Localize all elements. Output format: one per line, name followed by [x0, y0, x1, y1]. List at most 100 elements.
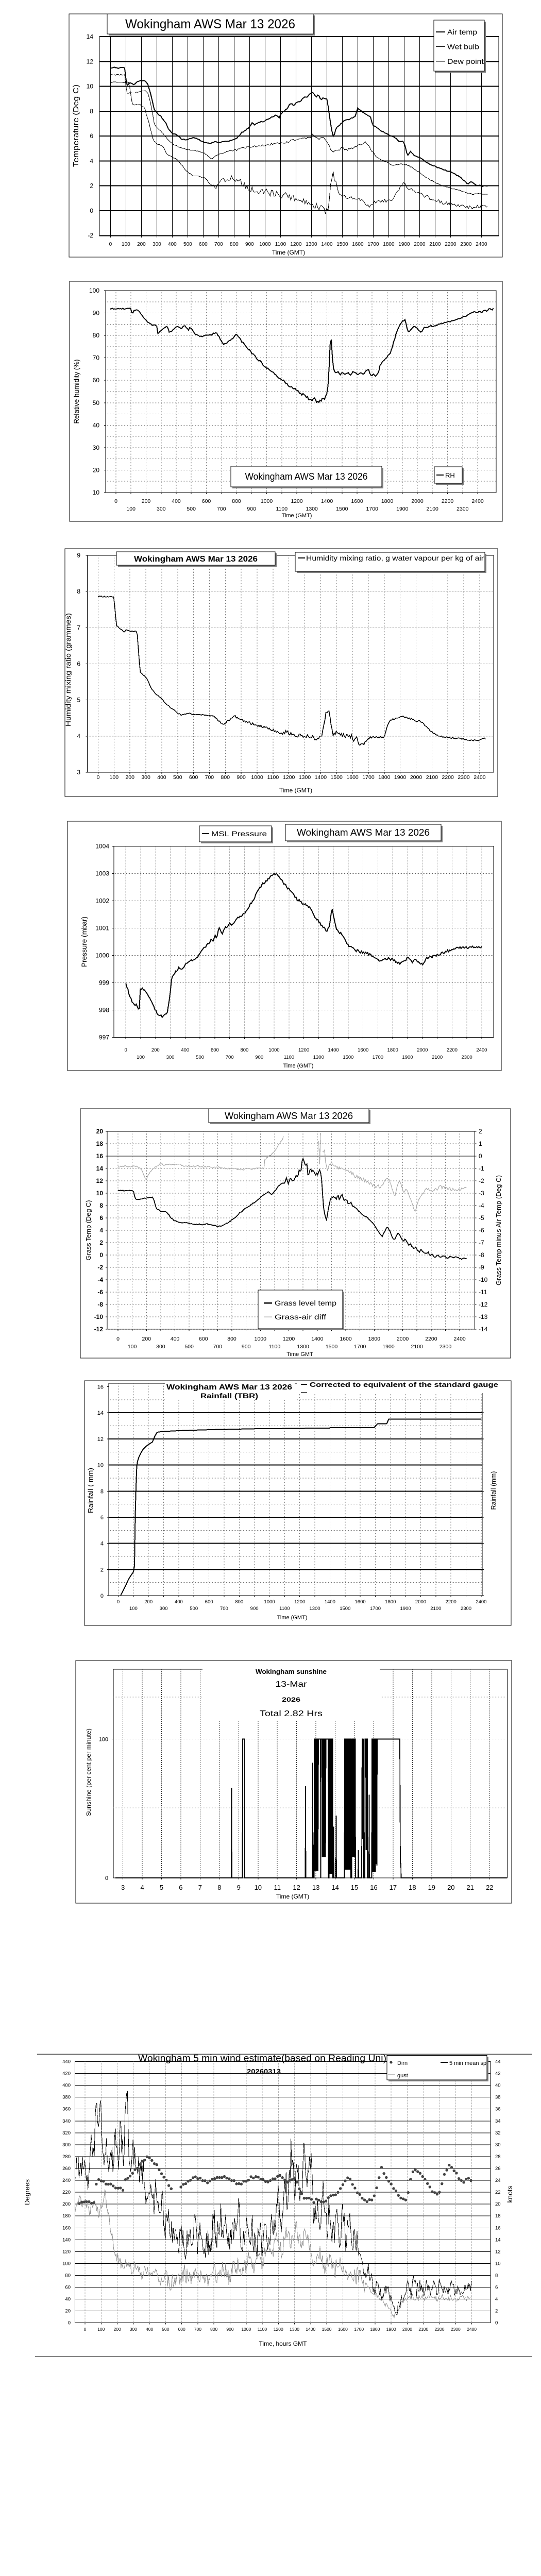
- svg-text:-10: -10: [94, 1313, 104, 1320]
- svg-text:800: 800: [240, 1047, 248, 1053]
- svg-text:600: 600: [178, 2327, 185, 2332]
- svg-text:Relative humidity (%): Relative humidity (%): [72, 360, 80, 424]
- svg-text:500: 500: [184, 1344, 194, 1350]
- svg-text:400: 400: [175, 1599, 183, 1605]
- svg-text:Dew point: Dew point: [447, 57, 484, 65]
- svg-text:1600: 1600: [351, 498, 363, 504]
- svg-text:1400: 1400: [328, 1047, 339, 1053]
- svg-text:300: 300: [160, 1606, 168, 1612]
- svg-text:10: 10: [255, 1884, 262, 1891]
- svg-text:220: 220: [62, 2190, 71, 2195]
- svg-text:20: 20: [96, 1128, 104, 1135]
- svg-text:Rainfall (TBR): Rainfall (TBR): [200, 1392, 258, 1400]
- svg-text:2100: 2100: [418, 2327, 428, 2332]
- svg-text:440: 440: [62, 2059, 71, 2065]
- svg-text:1001: 1001: [95, 925, 109, 932]
- svg-text:500: 500: [187, 506, 196, 512]
- svg-text:2400: 2400: [467, 2327, 477, 2332]
- svg-text:800: 800: [230, 242, 239, 247]
- svg-text:1300: 1300: [299, 774, 311, 781]
- svg-text:18: 18: [409, 1884, 416, 1891]
- svg-text:500: 500: [190, 1606, 198, 1612]
- svg-text:Time (GMT): Time (GMT): [272, 249, 305, 256]
- svg-text:2: 2: [100, 1567, 104, 1573]
- svg-text:Sunshine (per cent per minute): Sunshine (per cent per minute): [85, 1728, 92, 1816]
- svg-text:8: 8: [495, 2273, 498, 2279]
- svg-text:5: 5: [77, 697, 80, 704]
- svg-text:2100: 2100: [411, 1344, 424, 1350]
- svg-text:300: 300: [157, 506, 166, 512]
- svg-text:700: 700: [194, 2327, 201, 2332]
- svg-text:-1: -1: [479, 1165, 484, 1172]
- svg-text:0: 0: [117, 1599, 120, 1605]
- svg-text:1100: 1100: [276, 506, 288, 512]
- svg-text:998: 998: [99, 1006, 109, 1013]
- svg-text:900: 900: [236, 774, 246, 781]
- svg-text:380: 380: [62, 2095, 71, 2100]
- svg-text:9: 9: [237, 1884, 241, 1891]
- svg-text:500: 500: [162, 2327, 169, 2332]
- svg-text:80: 80: [65, 2273, 71, 2279]
- svg-text:1600: 1600: [346, 774, 359, 781]
- svg-text:3: 3: [77, 769, 80, 776]
- svg-text:1800: 1800: [383, 242, 395, 247]
- svg-text:12: 12: [96, 1177, 104, 1184]
- svg-text:MSL Pressure: MSL Pressure: [211, 829, 267, 838]
- svg-text:0: 0: [495, 2320, 498, 2326]
- svg-text:1500: 1500: [336, 242, 348, 247]
- svg-text:2: 2: [479, 1128, 482, 1135]
- svg-text:Dirn: Dirn: [397, 2060, 408, 2066]
- svg-text:997: 997: [99, 1033, 109, 1041]
- svg-text:8: 8: [99, 1202, 103, 1209]
- svg-text:-4: -4: [479, 1202, 484, 1209]
- svg-text:Wet bulb: Wet bulb: [447, 43, 479, 51]
- svg-text:600: 600: [211, 1047, 219, 1053]
- svg-text:2300: 2300: [457, 506, 469, 512]
- svg-text:knots: knots: [506, 2185, 514, 2203]
- svg-text:100: 100: [97, 2327, 105, 2332]
- svg-text:2: 2: [90, 182, 93, 190]
- svg-text:8: 8: [217, 1884, 221, 1891]
- svg-text:500: 500: [173, 774, 182, 781]
- svg-text:2000: 2000: [415, 1599, 426, 1605]
- svg-text:2000: 2000: [410, 774, 422, 781]
- svg-text:44: 44: [495, 2059, 501, 2065]
- svg-text:2400: 2400: [474, 774, 486, 781]
- svg-text:30: 30: [495, 2142, 501, 2148]
- svg-text:0: 0: [97, 774, 100, 781]
- svg-text:2200: 2200: [446, 1599, 457, 1605]
- svg-text:2300: 2300: [458, 774, 470, 781]
- svg-text:1100: 1100: [269, 1344, 281, 1350]
- svg-text:6: 6: [99, 1214, 103, 1222]
- svg-text:Grass level temp: Grass level temp: [275, 1299, 336, 1307]
- svg-text:200: 200: [151, 1047, 160, 1053]
- svg-text:12: 12: [87, 58, 94, 65]
- svg-text:2200: 2200: [445, 242, 457, 247]
- svg-text:6: 6: [77, 660, 80, 668]
- svg-text:Time (GMT): Time (GMT): [276, 1893, 309, 1900]
- svg-text:7: 7: [77, 624, 80, 631]
- svg-text:gust: gust: [397, 2073, 408, 2079]
- svg-text:1: 1: [479, 1140, 482, 1147]
- svg-text:12: 12: [293, 1884, 300, 1891]
- svg-text:36: 36: [495, 2107, 501, 2112]
- svg-text:20260313: 20260313: [247, 2067, 281, 2075]
- svg-text:1300: 1300: [306, 506, 318, 512]
- svg-text:120: 120: [62, 2249, 71, 2255]
- svg-text:1200: 1200: [290, 242, 302, 247]
- svg-text:Wokingham AWS Mar 13 2026: Wokingham AWS Mar 13 2026: [225, 1111, 353, 1121]
- svg-text:900: 900: [226, 2327, 233, 2332]
- svg-text:Pressure (mbar): Pressure (mbar): [80, 917, 88, 967]
- svg-text:0: 0: [109, 242, 112, 247]
- svg-text:1300: 1300: [306, 242, 317, 247]
- svg-text:60: 60: [93, 377, 100, 384]
- svg-text:RH: RH: [445, 471, 455, 479]
- svg-text:1000: 1000: [255, 1336, 267, 1342]
- svg-text:1200: 1200: [283, 774, 295, 781]
- svg-text:17: 17: [390, 1884, 397, 1891]
- svg-text:1600: 1600: [358, 1047, 368, 1053]
- svg-text:2200: 2200: [435, 2327, 445, 2332]
- svg-text:4: 4: [99, 1227, 103, 1234]
- svg-text:800: 800: [235, 1599, 243, 1605]
- svg-text:4: 4: [77, 733, 80, 740]
